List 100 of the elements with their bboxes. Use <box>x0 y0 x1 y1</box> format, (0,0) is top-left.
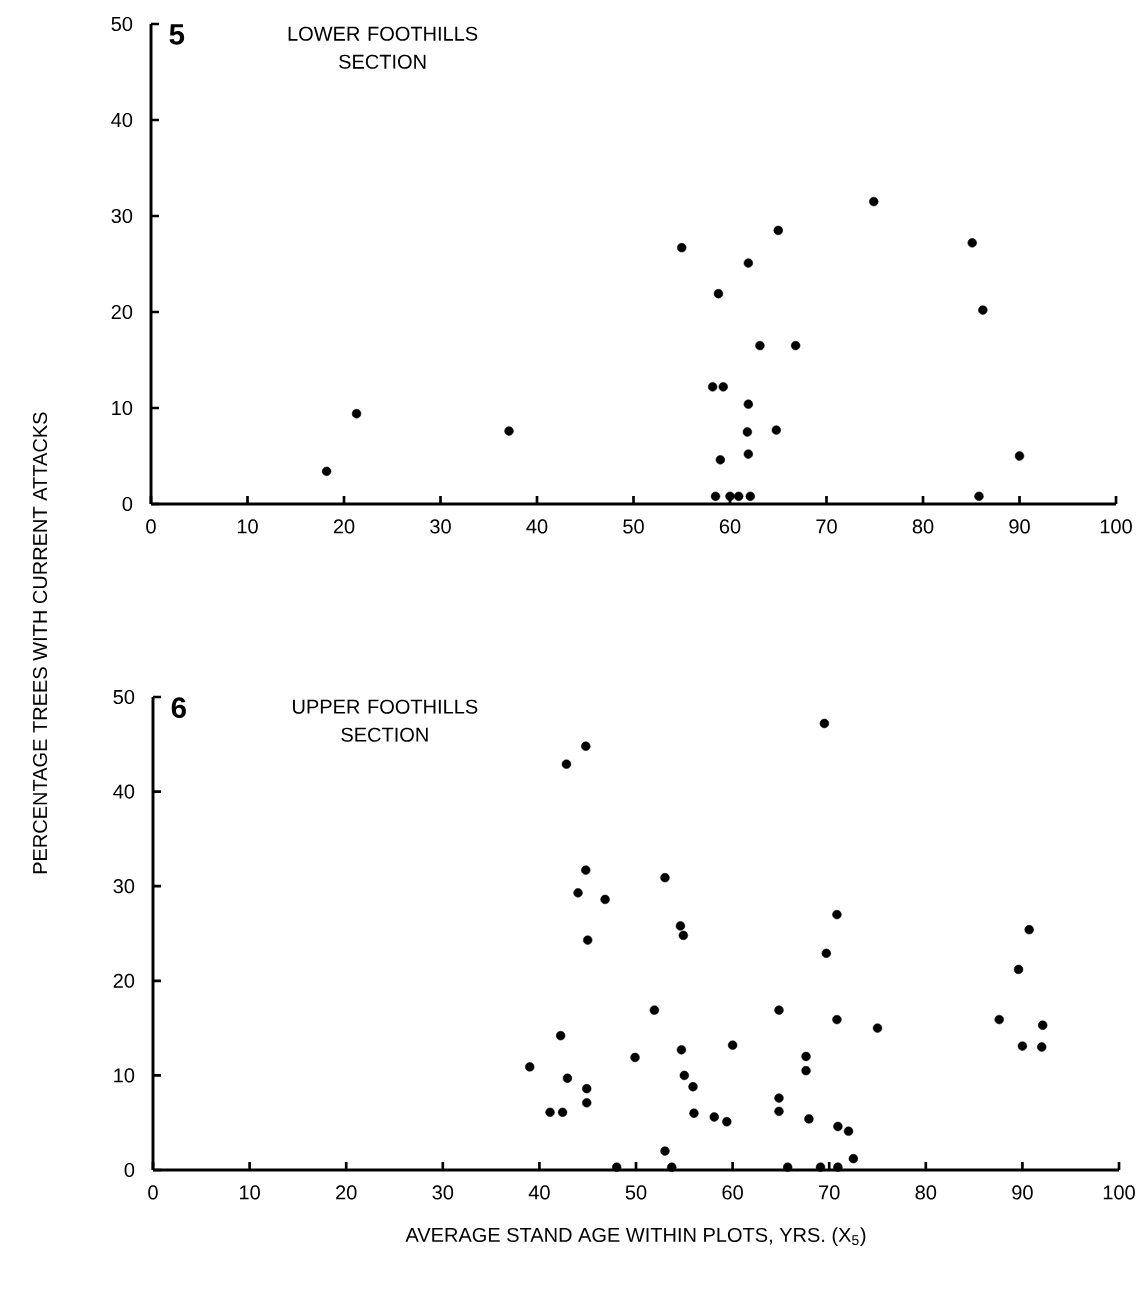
y-tick-label: 10 <box>114 1068 135 1083</box>
point <box>715 455 726 465</box>
point <box>321 466 332 477</box>
x-tick-label: 80 <box>912 519 934 534</box>
point <box>771 425 781 435</box>
point <box>675 921 686 931</box>
x-tick-label: 70 <box>816 519 837 534</box>
point <box>832 1014 842 1025</box>
x-tick-label: 60 <box>719 519 741 534</box>
x-tick-label: 30 <box>432 1185 454 1200</box>
y-axis-title: PERCENTAGE TREES WITH CURRENT ATTACKS <box>32 412 48 874</box>
y-tick-label: 30 <box>111 208 133 224</box>
point <box>583 935 593 945</box>
point <box>573 888 583 898</box>
point <box>801 1051 811 1062</box>
point <box>1024 925 1034 935</box>
y-tick-label: 10 <box>112 400 133 416</box>
point <box>557 1107 568 1117</box>
x-tick-label: 50 <box>625 1185 647 1200</box>
point <box>821 948 831 959</box>
point <box>612 1162 622 1172</box>
point <box>872 1023 883 1033</box>
point <box>1017 1041 1028 1051</box>
point <box>660 873 670 883</box>
y-tick-label: 20 <box>113 973 135 988</box>
x-tick-label: 50 <box>623 519 644 534</box>
y-tick-label: 50 <box>111 16 133 32</box>
point <box>755 340 765 351</box>
x-tick-label: 100 <box>1103 1185 1135 1200</box>
point <box>725 491 735 501</box>
point <box>713 289 724 299</box>
point <box>555 1031 566 1041</box>
x-tick-label: 60 <box>722 1185 743 1200</box>
point <box>967 238 977 248</box>
point <box>833 1121 843 1132</box>
point <box>1038 1020 1048 1030</box>
x-tick-label: 20 <box>333 519 355 534</box>
chart-title: 6 <box>171 697 186 719</box>
y-tick-label: 40 <box>113 784 135 799</box>
point <box>1013 964 1024 975</box>
point <box>561 759 572 769</box>
point <box>734 491 744 501</box>
point <box>630 1052 640 1063</box>
x-tick-label: 0 <box>146 519 156 534</box>
point <box>1037 1042 1047 1052</box>
point <box>707 382 718 392</box>
point <box>351 409 362 419</box>
y-tick-label: 50 <box>113 689 135 705</box>
point <box>742 427 753 437</box>
text: LOWER FOOTHILLS SECTION <box>288 26 478 69</box>
point <box>709 1112 719 1122</box>
x-tick-label: 20 <box>336 1185 357 1200</box>
point <box>774 1106 784 1117</box>
chart-title: 5 <box>169 24 185 45</box>
y-tick-label: 30 <box>113 879 135 894</box>
point <box>710 491 721 501</box>
x-tick-label: 70 <box>819 1185 840 1200</box>
point <box>600 894 610 905</box>
point <box>677 243 687 253</box>
x-tick-label: 40 <box>528 1185 550 1200</box>
x-tick-label: 90 <box>1012 1185 1033 1200</box>
x-tick-label: 30 <box>430 519 451 534</box>
point <box>667 1162 677 1172</box>
x-tick-label: 0 <box>148 1185 158 1200</box>
point <box>783 1162 793 1172</box>
point <box>745 491 755 501</box>
point <box>649 1005 660 1015</box>
point <box>525 1062 535 1072</box>
x-tick-label: 10 <box>237 519 258 534</box>
point <box>676 1045 687 1055</box>
y-tick-label: 0 <box>124 1162 135 1178</box>
point <box>978 305 988 315</box>
point <box>504 426 514 436</box>
point <box>974 491 984 501</box>
point <box>718 382 728 392</box>
point <box>581 865 591 875</box>
point <box>832 909 842 920</box>
point <box>582 1098 592 1108</box>
point <box>843 1126 854 1136</box>
point <box>722 1117 732 1127</box>
point <box>727 1040 738 1050</box>
point <box>660 1146 670 1156</box>
x-tick-label: 80 <box>915 1185 937 1200</box>
point <box>848 1153 859 1164</box>
y-tick-label: 40 <box>111 112 133 128</box>
point <box>994 1014 1004 1025</box>
x-axis-title: AVERAGE STAND AGE WITHIN PLOTS, YRS. (X$_{5}$) <box>405 1227 866 1246</box>
y-tick-label: 20 <box>111 304 133 320</box>
point <box>678 930 689 941</box>
x-tick-label: 40 <box>526 519 548 534</box>
point <box>774 1005 784 1015</box>
text: UPPER FOOTHILLS SECTION <box>293 699 478 742</box>
point <box>545 1107 555 1117</box>
point <box>773 225 783 236</box>
point <box>815 1162 826 1172</box>
point <box>581 741 591 751</box>
point <box>819 718 830 729</box>
x-tick-label: 10 <box>240 1185 260 1200</box>
point <box>801 1066 811 1076</box>
point <box>688 1082 698 1092</box>
